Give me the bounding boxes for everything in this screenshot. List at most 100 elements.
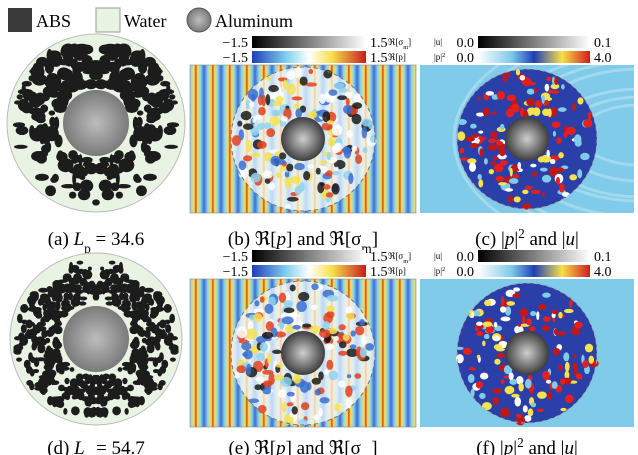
field-spot: [335, 336, 340, 341]
intensity-spot: [516, 416, 526, 425]
abs-blob: [110, 269, 120, 274]
intensity-spot: [543, 316, 551, 321]
field-spot: [333, 83, 344, 90]
intensity-spot: [542, 192, 546, 196]
legend-label: Aluminum: [215, 11, 293, 31]
core: [281, 117, 325, 161]
field-spot: [262, 370, 273, 375]
field-panel: [190, 65, 416, 213]
intensity-spot: [465, 136, 475, 142]
intensity-spot: [495, 176, 504, 182]
abs-blob: [41, 139, 50, 144]
intensity-spot: [565, 362, 570, 372]
intensity-spot: [564, 309, 574, 313]
abs-blob: [150, 307, 158, 311]
intensity-spot: [556, 177, 560, 185]
intensity-spot: [569, 299, 573, 307]
colorbar-min: −1.5: [223, 51, 248, 66]
intensity-spot: [500, 306, 506, 312]
colorbar-min: 0.0: [457, 51, 475, 66]
abs-blob: [122, 394, 127, 400]
abs-blob: [135, 314, 141, 321]
field-spot: [359, 319, 365, 326]
intensity-spot: [492, 388, 502, 393]
field-spot: [362, 127, 367, 139]
intensity-spot: [470, 124, 477, 129]
caption-part: p: [503, 229, 515, 250]
caption-part: |u|: [434, 251, 442, 261]
caption-part: (b) ℜ[: [228, 229, 277, 250]
field-spot: [331, 183, 339, 194]
abs-blob: [137, 378, 141, 385]
colorbar: [478, 51, 590, 63]
intensity-spot: [471, 312, 474, 318]
intensity-spot: [522, 317, 526, 324]
field-spot: [276, 363, 283, 367]
field-spot: [256, 353, 265, 362]
field-panel: [190, 279, 416, 427]
abs-blob: [79, 380, 85, 388]
caption-part: ]: [372, 229, 378, 250]
field-spot: [342, 148, 351, 152]
caption: |p|2: [434, 266, 445, 277]
colorbar-max: 0.1: [594, 250, 612, 265]
field-spot: [262, 171, 272, 179]
colorbar: [478, 36, 590, 48]
caption-part: ℜ[σ: [388, 251, 403, 261]
abs-blob: [106, 380, 112, 388]
intensity-spot: [536, 311, 539, 320]
intensity-spot: [477, 355, 480, 359]
abs-blob: [159, 380, 166, 386]
field-spot: [268, 85, 279, 92]
caption: |u|: [434, 251, 442, 261]
field-spot: [246, 140, 252, 152]
abs-blob: [61, 387, 70, 391]
abs-blob: [150, 96, 159, 100]
abs-blob: [36, 124, 46, 136]
abs-blob: [133, 174, 140, 183]
field-spot: [249, 102, 255, 107]
field-spot: [312, 378, 321, 385]
intensity-spot: [545, 84, 550, 92]
caption-part: = 34.6: [91, 229, 144, 250]
field-spot: [291, 176, 301, 184]
intensity-spot: [510, 168, 513, 177]
figure: ABS Water Aluminum (a) Lp = 34.6−1.51.5ℜ…: [0, 0, 638, 455]
intensity-spot: [514, 397, 520, 407]
abs-blob: [36, 117, 46, 123]
field-spot: [241, 111, 252, 120]
abs-blob: [116, 192, 123, 199]
intensity-spot: [522, 190, 528, 195]
colorbar: [252, 51, 366, 63]
field-spot: [320, 397, 330, 403]
abs-blob: [164, 304, 170, 309]
intensity-spot: [482, 402, 492, 410]
intensity-spot: [554, 329, 558, 336]
field-spot: [319, 329, 330, 338]
field-spot: [248, 399, 259, 403]
abs-blob: [73, 269, 83, 274]
intensity-spot: [506, 301, 515, 306]
caption: (a) Lp = 34.6: [48, 229, 145, 256]
intensity-spot: [542, 325, 549, 332]
field-spot: [294, 103, 300, 109]
abs-blob: [51, 396, 58, 403]
intensity-spot: [542, 109, 550, 116]
abs-blob: [30, 291, 39, 297]
intensity-spot: [505, 188, 513, 192]
field-spot: [286, 164, 293, 172]
intensity-spot: [548, 90, 552, 94]
abs-blob: [51, 378, 55, 385]
abs-blob: [89, 397, 98, 404]
field-spot: [263, 380, 272, 387]
abs-blob: [65, 303, 72, 312]
field-spot: [328, 137, 335, 147]
caption: ℜ[p]: [388, 266, 406, 276]
abs-blob: [62, 278, 67, 283]
field-spot: [287, 402, 294, 406]
field-spot: [270, 156, 280, 166]
caption-part: u: [564, 438, 574, 455]
abs-blob: [118, 367, 123, 372]
abs-blob: [43, 310, 49, 318]
abs-blob: [14, 336, 21, 340]
